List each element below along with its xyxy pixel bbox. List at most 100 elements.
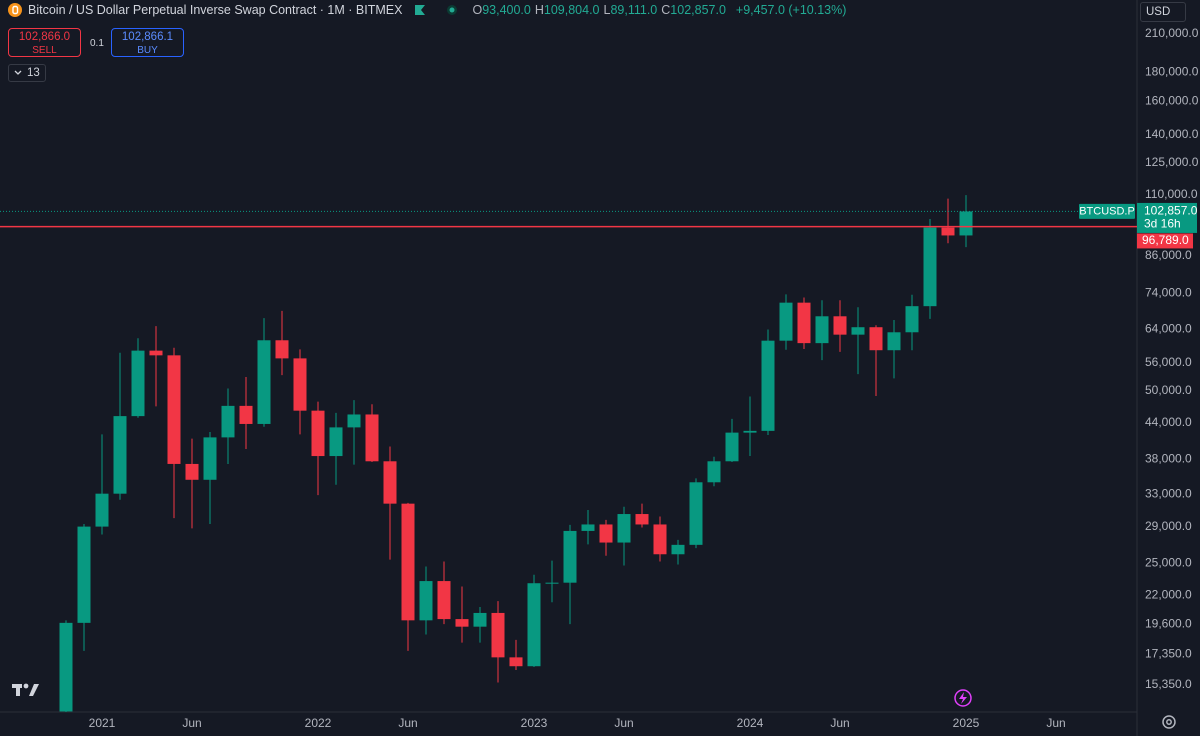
candle-body	[347, 414, 361, 428]
settings-icon[interactable]	[1162, 715, 1176, 729]
x-tick-label: Jun	[830, 716, 849, 730]
candle-body	[905, 306, 919, 333]
ohlc-value: 93,400.0	[482, 3, 531, 17]
candle-body	[509, 657, 523, 667]
candle-body	[149, 350, 163, 356]
symbol-header: Bitcoin / US Dollar Perpetual Inverse Sw…	[8, 3, 850, 17]
candle-body	[599, 524, 613, 543]
candle-body	[761, 340, 775, 431]
last-price-tag	[1137, 202, 1197, 233]
indicators-count: 13	[27, 67, 40, 79]
y-tick-label: 38,000.0	[1145, 451, 1192, 465]
candle-body	[419, 581, 433, 621]
x-tick-label: Jun	[398, 716, 417, 730]
candle-body	[113, 416, 127, 494]
y-tick-label: 22,000.0	[1145, 588, 1192, 602]
candle-body	[833, 316, 847, 335]
candle-body	[59, 622, 73, 712]
x-tick-label: Jun	[1046, 716, 1065, 730]
last-price-label: 102,857.0	[1144, 204, 1198, 218]
buy-button[interactable]: 102,866.1 BUY	[111, 28, 184, 57]
y-tick-label: 44,000.0	[1145, 415, 1192, 429]
buy-price: 102,866.1	[121, 31, 174, 43]
y-tick-label: 15,350.0	[1145, 677, 1192, 691]
sell-label: SELL	[32, 45, 57, 56]
candle-body	[311, 410, 325, 457]
price-line-label: 96,789.0	[1142, 233, 1189, 247]
candle-body	[257, 340, 271, 424]
y-tick-label: 140,000.0	[1145, 127, 1199, 141]
candle-body	[851, 327, 865, 335]
y-tick-label: 74,000.0	[1145, 286, 1192, 300]
candle-body	[239, 405, 253, 424]
candle-body	[365, 414, 379, 462]
sell-button[interactable]: 102,866.0 SELL	[8, 28, 81, 57]
status-dot	[447, 5, 458, 15]
flag-icon[interactable]	[414, 4, 426, 16]
ohlc-key: O	[472, 3, 483, 17]
chevron-icon	[14, 70, 22, 75]
candle-body	[131, 350, 145, 417]
indicators-toggle[interactable]: 13	[8, 64, 46, 82]
ohlc-value: 102,857.0	[670, 3, 726, 17]
y-tick-label: 17,350.0	[1145, 647, 1192, 661]
candle-body	[653, 524, 667, 555]
currency-selector[interactable]: USD	[1140, 2, 1186, 22]
candle-body	[401, 503, 415, 621]
y-tick-label: 19,600.0	[1145, 616, 1192, 630]
x-tick-label: 2023	[521, 716, 548, 730]
y-tick-label: 125,000.0	[1145, 155, 1199, 169]
ohlc-key: H	[534, 3, 544, 17]
plot-area	[0, 195, 1137, 712]
x-tick-label: Jun	[614, 716, 633, 730]
countdown-label: 3d 16h	[1144, 217, 1181, 231]
x-tick-label: 2022	[305, 716, 332, 730]
y-tick-label: 64,000.0	[1145, 322, 1192, 336]
y-tick-label: 160,000.0	[1145, 94, 1199, 108]
candle-body	[77, 526, 91, 623]
candle-body	[923, 227, 937, 307]
y-tick-label: 56,000.0	[1145, 355, 1192, 369]
candle-body	[275, 340, 289, 359]
ohlc-value: 89,111.0	[610, 3, 658, 17]
candle-body	[689, 482, 703, 545]
candle-body	[437, 581, 451, 620]
symbol-tag	[1079, 203, 1135, 219]
price-line-tag	[1137, 233, 1193, 249]
candle-body	[725, 432, 739, 462]
bitcoin-icon	[8, 3, 22, 17]
candle-body	[581, 524, 595, 531]
spread: 0.1	[90, 38, 104, 49]
lightning-icon[interactable]	[954, 689, 972, 707]
candle-body	[887, 332, 901, 351]
symbol-title[interactable]: Bitcoin / US Dollar Perpetual Inverse Sw…	[28, 3, 403, 17]
candle-body	[167, 355, 181, 464]
y-tick-label: 50,000.0	[1145, 383, 1192, 397]
change: +9,457.0 (+10.13%)	[735, 3, 847, 17]
ohlc-value: 109,804.0	[543, 3, 600, 17]
candle-body	[185, 463, 199, 480]
y-tick-label: 86,000.0	[1145, 248, 1192, 262]
y-tick-label: 33,000.0	[1145, 487, 1192, 501]
candle-body	[329, 427, 343, 457]
candle-body	[779, 302, 793, 341]
candle-body	[293, 358, 307, 411]
candle-body	[959, 211, 973, 236]
candle-body	[941, 227, 955, 236]
y-tick-label: 210,000.0	[1145, 26, 1199, 40]
candle-body	[203, 437, 217, 480]
candle-body	[383, 461, 397, 504]
y-tick-label: 25,000.0	[1145, 556, 1192, 570]
x-tick-label: 2025	[953, 716, 980, 730]
candle-body	[635, 514, 649, 525]
candle-body	[455, 619, 469, 627]
ohlc-legend: O93,400.0 H109,804.0 L89,111.0 C102,857.0	[472, 3, 729, 17]
ohlc-key: L	[603, 3, 611, 17]
candle-body	[473, 612, 487, 627]
y-tick-label: 29,000.0	[1145, 519, 1192, 533]
candle-body	[491, 612, 505, 658]
candle-body	[869, 327, 883, 351]
y-tick-label: 180,000.0	[1145, 64, 1199, 78]
